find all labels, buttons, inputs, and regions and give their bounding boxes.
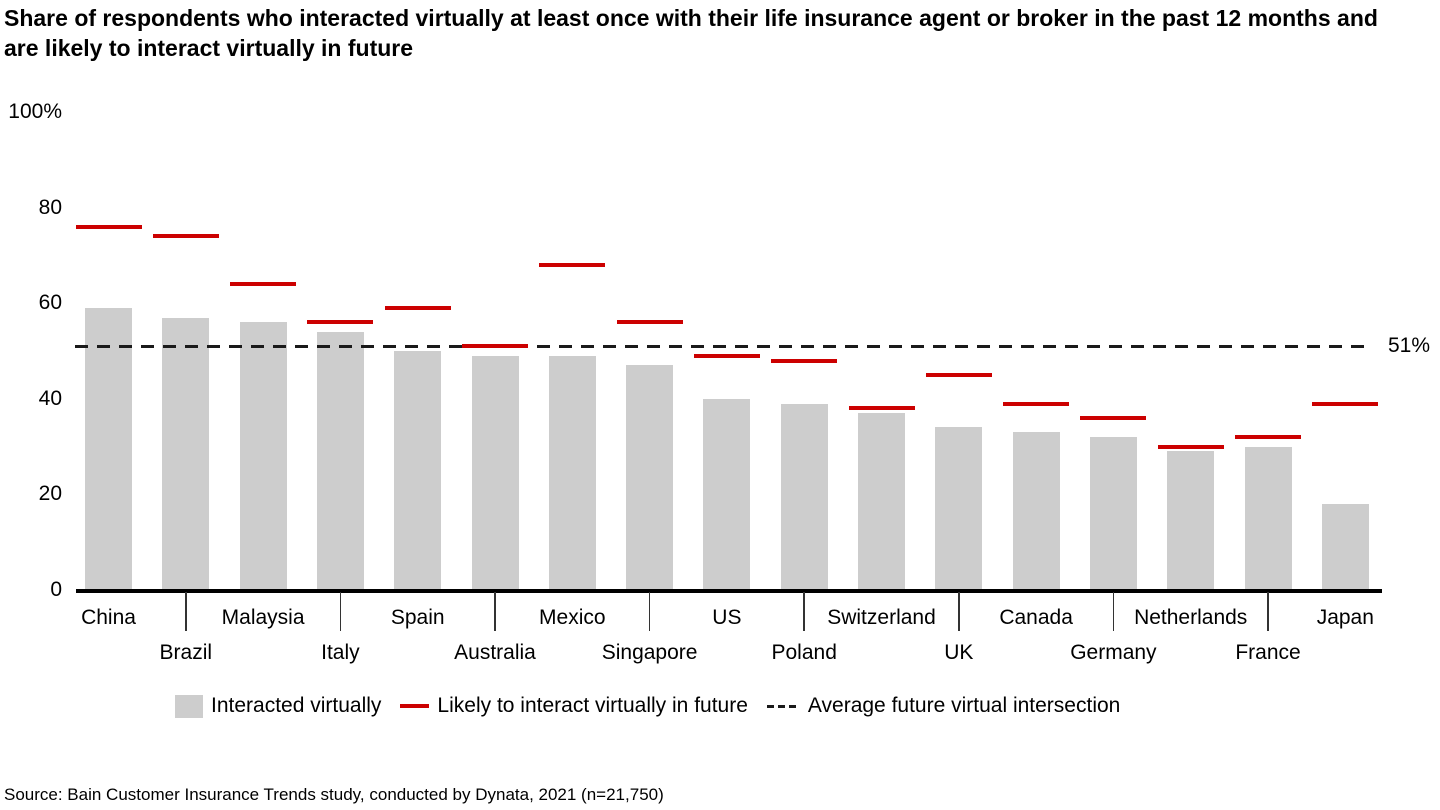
x-tick-australia	[494, 592, 496, 631]
marker-singapore	[616, 320, 683, 325]
x-tick-france	[1267, 592, 1269, 631]
bar-italy	[316, 331, 364, 590]
x-label-brazil: Brazil	[159, 641, 213, 664]
marker-uk	[925, 372, 992, 377]
y-tick-label-60: 60	[38, 291, 62, 315]
bar-mexico	[548, 355, 596, 590]
x-label-singapore: Singapore	[601, 641, 698, 664]
bar-china	[85, 307, 132, 590]
bar-canada	[1012, 432, 1060, 590]
x-label-mexico: Mexico	[539, 606, 606, 629]
marker-brazil	[152, 234, 219, 239]
x-label-australia: Australia	[454, 641, 536, 664]
y-tick-label-100-: 100%	[8, 100, 62, 123]
legend: Interacted virtually Likely to interact …	[175, 691, 1120, 721]
bar-japan	[1321, 503, 1369, 590]
marker-switzerland	[848, 406, 915, 411]
x-label-france: France	[1235, 641, 1301, 664]
x-label-china: China	[81, 606, 136, 629]
x-label-canada: Canada	[999, 606, 1073, 629]
marker-us	[693, 353, 760, 358]
source-note: Source: Bain Customer Insurance Trends s…	[4, 785, 664, 804]
bar-singapore	[626, 365, 674, 590]
x-label-poland: Poland	[771, 641, 837, 664]
marker-netherlands	[1157, 444, 1224, 449]
average-dashed-line	[75, 344, 1372, 348]
marker-malaysia	[230, 282, 297, 287]
y-tick-label-80: 80	[38, 195, 62, 219]
legend-label-likely-to-interact: Likely to interact virtually in future	[437, 694, 748, 717]
marker-france	[1235, 435, 1301, 440]
x-tick-uk	[958, 592, 960, 631]
y-tick-label-0: 0	[50, 578, 62, 601]
legend-bar-swatch-icon	[175, 694, 203, 718]
x-tick-singapore	[648, 592, 651, 631]
x-tick-brazil	[185, 592, 187, 631]
legend-label-interacted-virtually: Interacted virtually	[211, 694, 382, 717]
bar-australia	[471, 355, 519, 590]
x-label-netherlands: Netherlands	[1134, 606, 1248, 629]
x-label-spain: Spain	[390, 606, 445, 629]
marker-poland	[771, 358, 838, 363]
legend-item-average-intersection: Average future virtual intersection	[766, 694, 1121, 718]
marker-italy	[307, 320, 374, 325]
bar-france	[1244, 446, 1292, 590]
x-label-us: US	[712, 606, 742, 629]
legend-item-likely-to-interact: Likely to interact virtually in future	[400, 694, 748, 718]
bar-germany	[1089, 437, 1137, 590]
legend-item-interacted-virtually: Interacted virtually	[175, 694, 381, 718]
bar-us	[703, 398, 751, 590]
marker-japan	[1312, 401, 1379, 406]
marker-australia	[462, 344, 528, 349]
x-label-switzerland: Switzerland	[827, 606, 936, 629]
x-label-uk: UK	[944, 641, 974, 664]
bar-malaysia	[239, 322, 287, 590]
y-tick-label-40: 40	[38, 386, 62, 410]
marker-germany	[1080, 415, 1147, 420]
y-tick-label-20: 20	[38, 482, 62, 506]
marker-canada	[1003, 401, 1070, 406]
bar-netherlands	[1167, 451, 1215, 590]
x-label-germany: Germany	[1070, 641, 1157, 664]
x-label-malaysia: Malaysia	[221, 606, 305, 629]
bar-uk	[935, 427, 983, 590]
average-line-value-label: 51%	[1388, 334, 1431, 358]
bar-spain	[394, 351, 442, 590]
x-tick-italy	[339, 592, 342, 631]
x-tick-germany	[1112, 592, 1115, 631]
marker-spain	[384, 305, 451, 310]
legend-dashed-line-swatch-icon	[766, 704, 800, 708]
marker-mexico	[539, 262, 606, 267]
marker-china	[75, 224, 142, 229]
x-tick-poland	[803, 592, 805, 631]
x-label-japan: Japan	[1316, 606, 1374, 629]
x-axis-line	[76, 589, 1382, 593]
bar-switzerland	[858, 413, 905, 590]
bar-brazil	[162, 317, 210, 590]
legend-label-average-intersection: Average future virtual intersection	[807, 694, 1121, 717]
bar-poland	[780, 403, 828, 590]
chart-title: Share of respondents who interacted virt…	[4, 5, 1378, 61]
x-label-italy: Italy	[321, 641, 360, 664]
legend-red-line-swatch-icon	[400, 704, 430, 708]
